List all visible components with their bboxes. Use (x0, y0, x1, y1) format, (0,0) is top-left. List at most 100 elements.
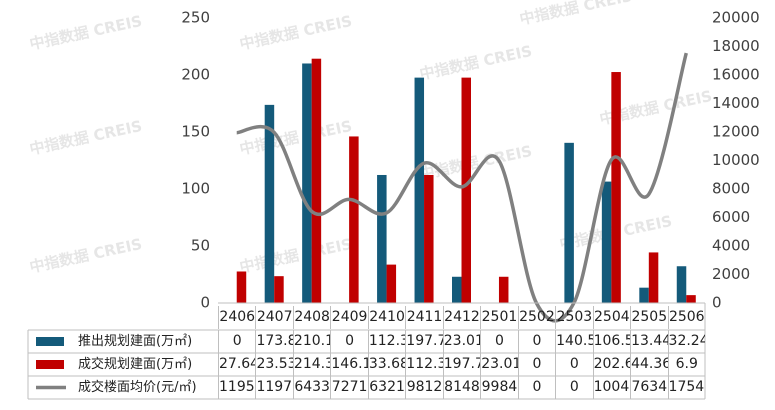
x-tick-label: 2502 (517, 306, 555, 329)
table-value: 6321 (367, 376, 405, 399)
watermark: 中指数据 CREIS (28, 117, 144, 158)
y2-tick-label: 0 (712, 294, 722, 312)
y2-tick-label: 12000 (712, 123, 760, 141)
watermark: 中指数据 CREIS (518, 0, 634, 28)
legend-label: 成交楼面均价(元/㎡) (78, 380, 197, 395)
table-value: 112.3 (405, 353, 443, 376)
watermark: 中指数据 CREIS (418, 142, 534, 183)
table-value: 0 (330, 330, 367, 353)
x-tick-label: 2409 (330, 306, 367, 329)
table-value: 23.01 (480, 353, 518, 376)
table-value: 0 (555, 353, 592, 376)
bar (414, 77, 425, 303)
y2-tick-label: 14000 (712, 94, 760, 112)
watermark: 中指数据 CREIS (418, 42, 534, 83)
table-value: 17540 (667, 376, 705, 399)
table-value: 7271 (330, 376, 367, 399)
y2-tick-label: 2000 (712, 265, 750, 283)
y2-tick-label: 18000 (712, 37, 760, 55)
table-value: 13.44 (630, 330, 668, 353)
table-value: 11950 (218, 376, 255, 399)
table-value: 202.6 (592, 353, 630, 376)
bar (302, 63, 312, 304)
x-tick-label: 2407 (255, 306, 293, 329)
y2-tick-label: 20000 (712, 9, 760, 27)
table-value: 9812 (405, 376, 442, 399)
table-value: 27.64 (218, 353, 255, 376)
line (236, 52, 688, 323)
table-value: 197.7 (442, 353, 480, 376)
bar (452, 276, 462, 303)
table-value: 23.01 (442, 330, 480, 353)
x-tick-label: 2406 (218, 306, 255, 329)
table-value: 214.3 (292, 353, 330, 376)
table-value: 0 (517, 330, 555, 353)
x-tick-label: 2506 (667, 306, 705, 329)
legend-label: 推出规划建面(万㎡) (78, 334, 193, 349)
bar (648, 252, 659, 303)
table-value: 10040 (592, 376, 630, 399)
bar (498, 276, 509, 303)
table-value: 23.53 (255, 353, 293, 376)
x-tick-label: 2501 (480, 306, 517, 329)
legend-swatch (36, 337, 64, 346)
bar (601, 181, 612, 303)
table-value: 9984 (480, 376, 517, 399)
y-tick-label: 200 (181, 66, 210, 84)
y2-tick-label: 10000 (712, 151, 760, 169)
table-value: 0 (555, 376, 592, 399)
bar (564, 142, 574, 303)
bar (386, 264, 397, 303)
table-value: 197.7 (405, 330, 443, 353)
x-tick-label: 2411 (405, 306, 442, 329)
table-value: 32.24 (667, 330, 705, 353)
bar (264, 104, 275, 303)
y2-tick-label: 16000 (712, 66, 760, 84)
table-value: 8148 (442, 376, 480, 399)
table-value: 0 (480, 330, 517, 353)
bar (676, 266, 687, 303)
y-tick-label: 150 (181, 123, 210, 141)
table-value: 6433 (292, 376, 330, 399)
legend-swatch (36, 360, 64, 369)
y2-tick-label: 8000 (712, 180, 750, 198)
watermark: 中指数据 CREIS (238, 12, 354, 53)
y-tick-label: 250 (181, 9, 210, 27)
table-value: 6.9 (667, 353, 705, 376)
table-value: 33.68 (367, 353, 405, 376)
bar (274, 276, 284, 303)
y-tick-label: 100 (181, 180, 210, 198)
x-tick-label: 2412 (442, 306, 480, 329)
table-value: 106.5 (592, 330, 630, 353)
x-tick-label: 2504 (592, 306, 630, 329)
x-tick-label: 2410 (367, 306, 405, 329)
y2-tick-label: 6000 (712, 208, 750, 226)
table-value: 140.5 (555, 330, 593, 353)
bar (686, 295, 696, 303)
table-value: 11970 (255, 376, 293, 399)
legend-label: 成交规划建面(万㎡) (78, 357, 193, 372)
watermark: 中指数据 CREIS (28, 12, 144, 53)
table-value: 0 (517, 376, 555, 399)
bar (639, 287, 649, 303)
bar (349, 136, 359, 303)
watermark: 中指数据 CREIS (238, 235, 354, 276)
table-value: 146.1 (330, 353, 368, 376)
y-tick-label: 0 (200, 294, 210, 312)
watermark: 中指数据 CREIS (28, 235, 144, 276)
table-value: 210.1 (292, 330, 330, 353)
y2-tick-label: 4000 (712, 237, 750, 255)
table-value: 112.3 (367, 330, 405, 353)
bar (611, 72, 621, 303)
x-tick-label: 2503 (555, 306, 592, 329)
bar (311, 58, 322, 303)
table-value: 173.8 (255, 330, 293, 353)
table-value: 7634 (630, 376, 667, 399)
bar (461, 77, 471, 303)
table-value: 44.36 (630, 353, 668, 376)
y-tick-label: 50 (191, 237, 210, 255)
x-tick-label: 2408 (292, 306, 330, 329)
table-value: 0 (218, 330, 255, 353)
